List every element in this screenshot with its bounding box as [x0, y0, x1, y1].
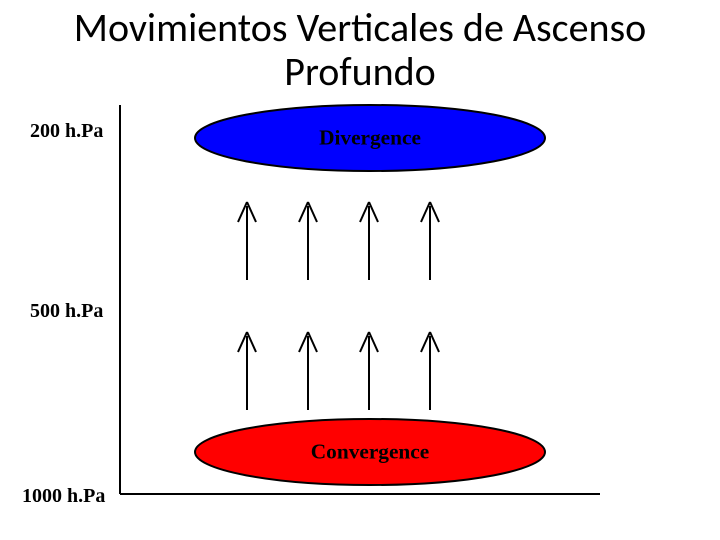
diagram-stage: Movimientos Verticales de Ascenso Profun… [0, 0, 720, 540]
level-label-0: 200 h.Pa [30, 120, 103, 143]
level-label-1: 500 h.Pa [30, 300, 103, 323]
level-label-2: 1000 h.Pa [22, 485, 105, 508]
divergence-ellipse-label: Divergence [319, 126, 421, 151]
convergence-ellipse-label: Convergence [311, 440, 429, 465]
